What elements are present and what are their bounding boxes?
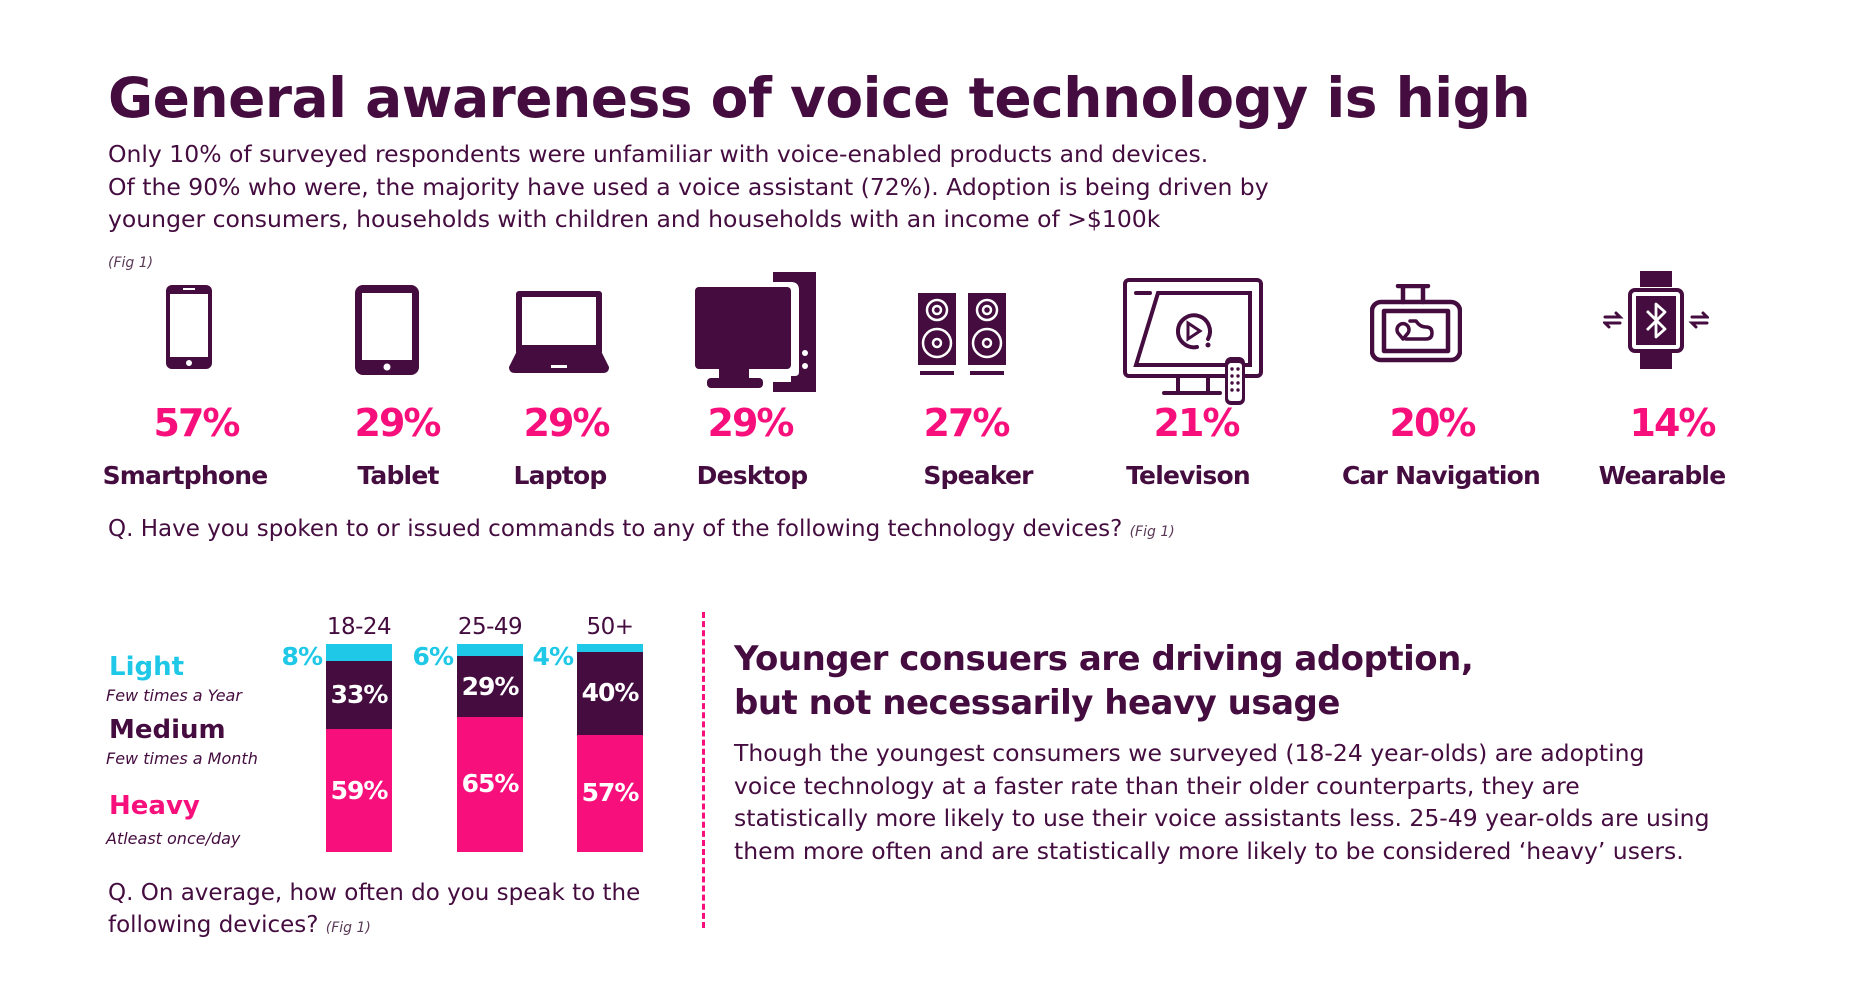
age-group-label: 18-24 xyxy=(326,614,392,640)
bar-segment-medium xyxy=(577,652,643,735)
device-question-text: Q. Have you spoken to or issued commands… xyxy=(108,516,1123,542)
bar-label-heavy: 59% xyxy=(330,775,389,805)
bar-segment-heavy xyxy=(457,716,523,852)
device-percent: 14% xyxy=(1629,401,1717,445)
device-question: Q. Have you spoken to or issued commands… xyxy=(108,516,1175,542)
device-percent: 21% xyxy=(1153,401,1241,445)
page-title: General awareness of voice technology is… xyxy=(108,66,1531,130)
figure-reference: (Fig 1) xyxy=(1129,524,1175,540)
television-icon xyxy=(1122,277,1264,411)
age-group-label: 25-49 xyxy=(457,614,523,640)
device-label: Speaker xyxy=(923,461,1033,490)
legend-light-title: Light xyxy=(109,652,185,682)
usage-question-line: Q. On average, how often do you speak to… xyxy=(108,880,641,906)
device-percent: 29% xyxy=(523,401,611,445)
side-body-line: voice technology at a faster rate than t… xyxy=(734,771,1580,800)
device-label: Tablet xyxy=(357,461,439,490)
bar-label-medium: 40% xyxy=(581,678,640,708)
bar-label-heavy: 65% xyxy=(461,769,520,799)
device-label: Car Navigation xyxy=(1342,461,1541,490)
figure-reference: (Fig 1) xyxy=(108,255,154,271)
usage-question-line: following devices? xyxy=(108,912,319,938)
intro-text: Only 10% of surveyed respondents were un… xyxy=(108,138,1269,236)
legend-light-subtitle: Few times a Year xyxy=(106,686,242,705)
tablet-icon xyxy=(354,284,420,376)
legend-heavy-subtitle: Atleast once/day xyxy=(106,829,241,848)
side-heading-line: but not necessarily heavy usage xyxy=(734,683,1340,723)
side-body: Though the youngest consumers we surveye… xyxy=(734,737,1710,867)
device-label: Televison xyxy=(1126,461,1251,490)
bar-label-medium: 33% xyxy=(330,679,389,709)
side-body-line: Though the youngest consumers we surveye… xyxy=(734,739,1645,767)
bar-label-medium: 29% xyxy=(461,671,520,701)
bar-segment-medium xyxy=(457,656,523,717)
side-heading: Younger consuers are driving adoption, b… xyxy=(734,637,1474,725)
device-percent: 27% xyxy=(923,401,1011,445)
intro-line: Of the 90% who were, the majority have u… xyxy=(108,172,1269,201)
intro-line: younger consumers, households with child… xyxy=(108,205,1161,233)
bar-segment-heavy xyxy=(577,734,643,852)
device-percent: 20% xyxy=(1389,401,1477,445)
device-label: Desktop xyxy=(696,461,808,490)
bar-segment-heavy xyxy=(326,729,392,852)
device-label: Laptop xyxy=(513,461,608,490)
bar-segment-light xyxy=(457,644,523,657)
device-percent: 57% xyxy=(153,401,241,445)
legend-medium-title: Medium xyxy=(109,715,226,745)
smartphone-icon xyxy=(165,284,213,370)
side-body-line: them more often and are statistically mo… xyxy=(734,836,1684,865)
car-navigation-icon xyxy=(1370,284,1462,364)
device-percent: 29% xyxy=(707,401,795,445)
speaker-icon xyxy=(918,293,1008,379)
side-body-line: statistically more likely to use their v… xyxy=(734,804,1710,832)
bar-label-heavy: 57% xyxy=(581,778,640,808)
bar-segment-light xyxy=(577,644,643,653)
bar-segment-light xyxy=(326,644,392,661)
legend-heavy-title: Heavy xyxy=(109,791,200,821)
bar-label-light: 4% xyxy=(532,642,574,671)
laptop-icon xyxy=(508,291,610,375)
figure-reference: (Fig 1) xyxy=(325,920,371,936)
device-percent: 29% xyxy=(354,401,442,445)
age-group-label: 50+ xyxy=(586,614,634,640)
desktop-icon xyxy=(695,272,817,394)
section-divider xyxy=(702,612,705,928)
wearable-icon xyxy=(1603,271,1709,369)
intro-line: Only 10% of surveyed respondents were un… xyxy=(108,140,1209,168)
device-label: Smartphone xyxy=(102,461,269,490)
usage-question: Q. On average, how often do you speak to… xyxy=(108,877,640,944)
bar-label-light: 6% xyxy=(412,642,454,671)
bar-segment-medium xyxy=(326,660,392,730)
device-label: Wearable xyxy=(1598,461,1727,490)
legend-medium-subtitle: Few times a Month xyxy=(106,749,258,768)
side-heading-line: Younger consuers are driving adoption, xyxy=(734,639,1474,679)
bar-label-light: 8% xyxy=(281,642,323,671)
